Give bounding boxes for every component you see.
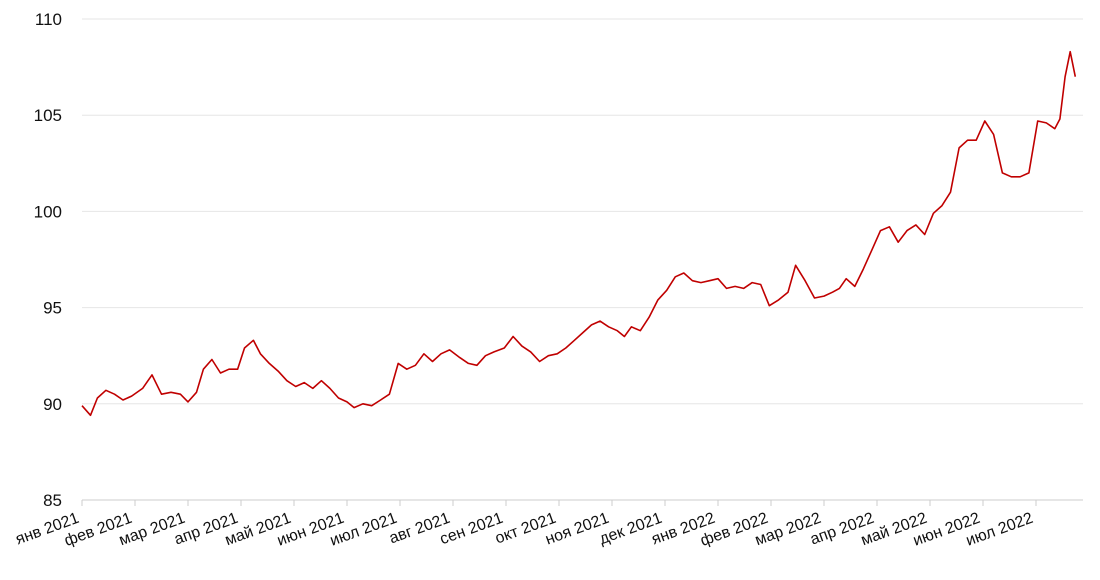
y-tick-label: 95 (43, 299, 62, 318)
y-tick-label: 100 (34, 202, 62, 221)
y-tick-label: 105 (34, 106, 62, 125)
y-tick-label: 90 (43, 395, 62, 414)
series-line (81, 50, 1077, 417)
y-axis-ticks: 85 90 95 100 105 110 (34, 10, 62, 510)
gridlines (82, 18, 1083, 405)
y-tick-label: 110 (35, 10, 62, 29)
y-tick-label: 85 (43, 491, 62, 510)
